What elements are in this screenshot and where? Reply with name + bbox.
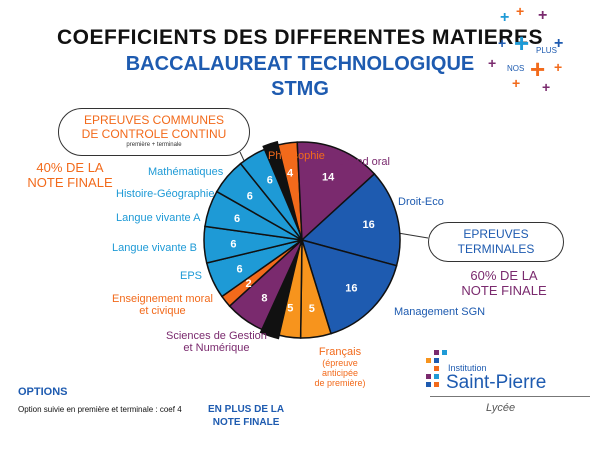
plus-icon: + xyxy=(554,35,564,52)
group-separator-wedge xyxy=(262,140,302,240)
logo-divider xyxy=(430,396,590,397)
group-separator-wedge xyxy=(259,240,302,340)
percent-line: NOTE FINALE xyxy=(27,175,113,190)
logo-square xyxy=(434,358,439,363)
terminales-title-1: EPREUVES xyxy=(463,227,529,241)
plus-icon: + xyxy=(512,75,521,91)
plus-icon: + xyxy=(538,7,548,24)
plus-icon: + xyxy=(498,35,507,51)
plus-icon: + xyxy=(514,28,530,58)
pie-slice-value: 2 xyxy=(245,278,251,290)
school-institution: Institution xyxy=(448,363,487,373)
label-line: et civique xyxy=(139,305,186,317)
plus-icon: + xyxy=(554,59,563,75)
options-extra-line: NOTE FINALE xyxy=(212,417,280,428)
pie-slice-value: 16 xyxy=(363,219,375,231)
pie-slice-value: 4 xyxy=(287,167,294,179)
label-hg: Histoire-Géographie xyxy=(116,188,215,200)
pie-slice-value: 16 xyxy=(345,283,357,295)
label-line: Français xyxy=(318,346,362,358)
plus-icon: + xyxy=(488,55,497,71)
label-line: Sciences de Gestion xyxy=(166,330,267,342)
controle-continu-box: EPREUVES COMMUNES DE CONTROLE CONTINU pr… xyxy=(58,108,250,156)
pie-slice-value: 6 xyxy=(230,238,236,250)
label-line: et Numérique xyxy=(183,342,250,354)
page-subtitle-series: STMG xyxy=(271,78,329,100)
label-sgn: Sciences de Gestion et Numérique xyxy=(166,330,267,354)
label-lvb: Langue vivante B xyxy=(112,242,198,254)
plus-icon: + xyxy=(500,9,510,26)
page-title: COEFFICIENTS DES DIFFERENTES MATIERES xyxy=(57,26,543,49)
pie-slice-value: 6 xyxy=(267,174,273,186)
nos-logo-text: NOS xyxy=(507,64,525,73)
options-text: Option suivie en première et terminale :… xyxy=(18,405,182,414)
pie-slice-value: 6 xyxy=(236,263,242,275)
label-philosophie: Philosophie xyxy=(268,150,325,162)
controle-continu-title-2: DE CONTROLE CONTINU xyxy=(81,127,227,141)
logo-square xyxy=(426,374,431,379)
label-management: Management SGN xyxy=(394,306,486,318)
options-extra: EN PLUS DE LA NOTE FINALE xyxy=(208,403,284,429)
school-lycee: Lycée xyxy=(486,402,516,414)
plus-logo-text: PLUS xyxy=(536,46,557,55)
pie-slice xyxy=(300,238,398,335)
terminales-box: EPREUVES TERMINALES xyxy=(428,222,564,262)
plus-icon: + xyxy=(516,3,525,19)
pie-slice-value: 14 xyxy=(322,172,335,184)
options-extra-line: EN PLUS DE LA xyxy=(208,404,285,415)
controle-continu-percent: 40% DE LA NOTE FINALE xyxy=(14,160,126,190)
percent-line: 60% DE LA xyxy=(470,268,538,283)
label-line: (épreuve xyxy=(322,358,358,368)
plus-icon: + xyxy=(542,79,551,95)
label-line: de première) xyxy=(314,378,366,388)
pie-slice-value: 6 xyxy=(247,191,253,203)
label-eps: EPS xyxy=(180,270,203,282)
terminales-title-2: TERMINALES xyxy=(457,242,535,256)
page-subtitle: BACCALAUREAT TECHNOLOGIQUE xyxy=(125,53,475,75)
controle-continu-title-1: EPREUVES COMMUNES xyxy=(83,113,225,127)
percent-line: NOTE FINALE xyxy=(461,283,547,298)
pie-slice-value: 5 xyxy=(287,303,293,315)
controle-continu-subtitle: première + terminale xyxy=(126,142,182,148)
label-maths: Mathématiques xyxy=(148,166,224,178)
label-lva: Langue vivante A xyxy=(116,212,201,224)
logo-square xyxy=(442,350,447,355)
plus-icon: + xyxy=(530,54,546,84)
terminales-percent: 60% DE LA NOTE FINALE xyxy=(444,268,564,298)
logo-square xyxy=(434,382,439,387)
logo-square xyxy=(426,382,431,387)
pie-slice xyxy=(300,172,401,267)
label-francais: Français (épreuve anticipée de première) xyxy=(308,346,372,388)
options-title: OPTIONS xyxy=(18,386,68,398)
logo-square xyxy=(434,350,439,355)
label-emc: Enseignement moral et civique xyxy=(112,293,213,317)
label-line: anticipée xyxy=(321,368,359,378)
school-name: Saint-Pierre xyxy=(446,372,547,393)
label-droit-eco: Droit-Eco xyxy=(398,196,444,208)
logo-square xyxy=(434,366,439,371)
percent-line: 40% DE LA xyxy=(36,160,104,175)
pie-slice-value: 5 xyxy=(309,303,315,315)
label-line: Enseignement moral xyxy=(112,293,213,305)
pie-slice xyxy=(296,141,376,242)
label-grand-oral: Grand oral xyxy=(338,156,390,168)
pie-slice-value: 8 xyxy=(261,292,267,304)
logo-square xyxy=(426,358,431,363)
pie-slice-value: 6 xyxy=(234,213,240,225)
logo-square xyxy=(434,374,439,379)
